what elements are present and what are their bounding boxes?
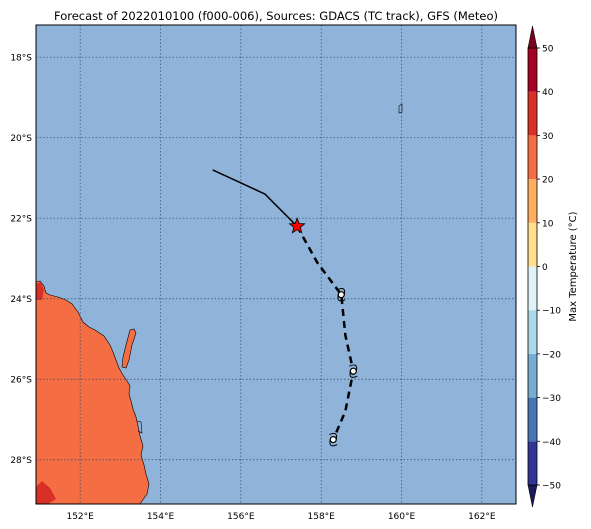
lon-tick-label: 160°E	[388, 512, 416, 522]
colorbar-tick-label: 10	[542, 219, 554, 229]
colorbar-extend-low	[527, 484, 538, 508]
fraser-island	[121, 328, 137, 369]
lon-tick-label: 156°E	[227, 512, 255, 522]
forecast-point-cyclone-icon	[349, 364, 358, 378]
lat-tick-label: 20°S	[10, 134, 32, 144]
lat-tick-label: 22°S	[10, 215, 32, 225]
tc-tracks	[212, 169, 358, 447]
current-position-star-icon	[288, 217, 306, 234]
colorbar-tick-label: −10	[542, 307, 561, 317]
colorbar-tick-label: 40	[542, 88, 554, 98]
australia-land	[36, 280, 150, 504]
colorbar-label: Max Temperature (°C)	[568, 211, 579, 321]
hot-land-bottom	[36, 481, 56, 504]
colorbar-band	[528, 310, 537, 354]
forecast-point-cyclone-icon	[329, 432, 338, 447]
colorbar: 50 40 30 20 10 0 −10 −20 −30 −40 −50 Max Temperatu…	[527, 25, 579, 508]
colorbar-tick-label: −30	[542, 394, 561, 404]
colorbar-ticks: 50 40 30 20 10 0 −10 −20 −30 −40 −50	[537, 45, 561, 492]
colorbar-band	[528, 441, 537, 485]
colorbar-tick-label: −40	[542, 438, 561, 448]
forecast-track-line	[296, 225, 355, 441]
reef-outline	[398, 103, 403, 114]
colorbar-tick-label: 20	[542, 176, 554, 186]
lat-tick-label: 28°S	[10, 456, 32, 466]
colorbar-tick-label: −50	[542, 482, 561, 492]
colorbar-bands	[528, 48, 537, 485]
map-area: 18°S 20°S 22°S 24°S 26°S 28°S 152°E 154°E 156°E…	[10, 24, 517, 522]
longitude-labels: 152°E 154°E 156°E 158°E 160°E 162°E	[66, 512, 495, 522]
colorbar-band	[528, 222, 537, 267]
map-frame	[35, 24, 517, 505]
lon-tick-label: 152°E	[66, 512, 94, 522]
lat-tick-label: 26°S	[10, 376, 32, 386]
colorbar-band	[528, 135, 537, 180]
colorbar-band	[528, 179, 537, 223]
gridlines	[36, 25, 516, 504]
colorbar-tick-label: −20	[542, 350, 561, 360]
lon-tick-label: 158°E	[308, 512, 336, 522]
lon-tick-label: 154°E	[147, 512, 175, 522]
colorbar-band	[528, 91, 537, 136]
lat-tick-label: 24°S	[10, 295, 32, 305]
past-track-line	[212, 169, 298, 227]
colorbar-tick-label: 0	[542, 263, 548, 273]
hot-land-top	[36, 282, 44, 300]
colorbar-tick-label: 50	[542, 45, 554, 55]
colorbar-band	[528, 48, 537, 92]
colorbar-tick-label: 30	[542, 132, 554, 142]
forecast-point-cyclone-icon	[337, 288, 346, 302]
colorbar-extend-high	[527, 25, 538, 49]
lon-tick-label: 162°E	[468, 512, 496, 522]
colorbar-band	[528, 397, 537, 442]
coast-inlet	[136, 420, 143, 434]
map-title: Forecast of 2022010100 (f000-006), Sourc…	[54, 9, 498, 23]
colorbar-band	[528, 266, 537, 311]
lat-tick-label: 18°S	[10, 54, 32, 64]
colorbar-band	[528, 353, 537, 398]
forecast-points	[329, 288, 358, 447]
latitude-labels: 18°S 20°S 22°S 24°S 26°S 28°S	[10, 54, 32, 467]
